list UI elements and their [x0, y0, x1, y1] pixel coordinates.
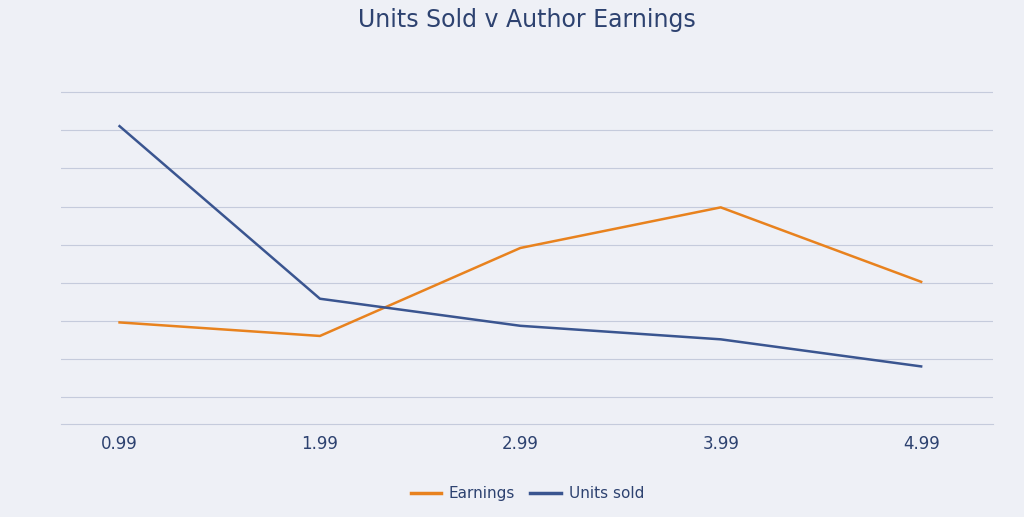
Earnings: [915, 279, 928, 285]
Earnings: [114, 320, 126, 326]
Legend: Earnings, Units sold: Earnings, Units sold: [404, 480, 650, 507]
Line: Earnings: Earnings: [120, 207, 922, 336]
Earnings: [313, 333, 326, 339]
Units sold: [514, 323, 526, 329]
Earnings: [514, 245, 526, 251]
Units sold: [313, 296, 326, 302]
Units sold: [715, 336, 727, 342]
Earnings: [715, 204, 727, 210]
Title: Units Sold v Author Earnings: Units Sold v Author Earnings: [358, 8, 696, 32]
Units sold: [114, 123, 126, 129]
Line: Units sold: Units sold: [120, 126, 922, 367]
Units sold: [915, 363, 928, 370]
